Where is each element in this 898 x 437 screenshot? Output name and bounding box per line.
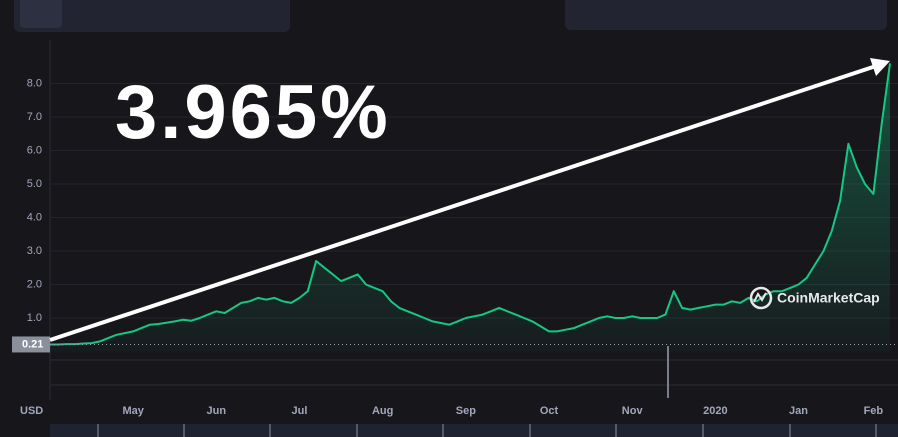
x-tick-label: Aug xyxy=(372,405,393,417)
y-tick-label: 7.0 xyxy=(27,111,42,123)
y-tick-label: 8.0 xyxy=(27,77,42,89)
x-tick-label: Jan xyxy=(789,405,808,417)
x-tick-label: Oct xyxy=(540,405,559,417)
area xyxy=(50,63,890,352)
y-tick-label: 1.0 xyxy=(27,312,42,324)
y-tick-label: 6.0 xyxy=(27,144,42,156)
range-button[interactable] xyxy=(20,0,62,28)
y-tick-label: 4.0 xyxy=(27,211,42,223)
y-tick-label: 2.0 xyxy=(27,278,42,290)
watermark: CoinMarketCap xyxy=(777,290,880,306)
navigator[interactable] xyxy=(50,424,898,437)
price-label: 0.21 xyxy=(22,338,43,350)
x-tick-label: Jun xyxy=(207,405,227,417)
x-tick-label: May xyxy=(122,405,144,417)
currency-label: USD xyxy=(20,405,43,417)
x-tick-label: 2020 xyxy=(703,405,727,417)
navigator-ticks xyxy=(97,424,877,437)
x-tick-label: Sep xyxy=(456,405,476,417)
watermark-logo xyxy=(749,286,773,310)
y-tick-label: 3.0 xyxy=(27,245,42,257)
range-control[interactable] xyxy=(14,0,290,32)
x-tick-label: Nov xyxy=(622,405,644,417)
x-tick-label: Feb xyxy=(864,405,884,417)
price-label-box xyxy=(12,336,50,353)
toggle-control[interactable] xyxy=(565,0,887,30)
annotation: 3.965% xyxy=(115,70,391,155)
y-tick-label: 5.0 xyxy=(27,178,42,190)
x-tick-label: Jul xyxy=(292,405,308,417)
arrow xyxy=(49,58,890,342)
